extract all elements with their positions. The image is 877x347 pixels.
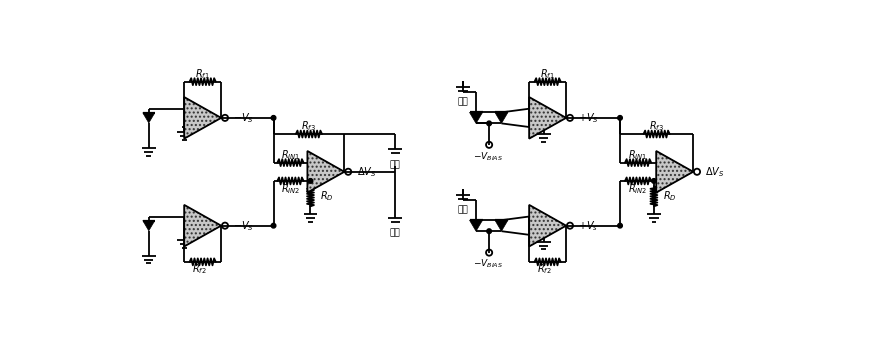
Circle shape	[308, 179, 313, 183]
Circle shape	[271, 223, 276, 228]
Text: $R_{f3}$: $R_{f3}$	[302, 119, 317, 133]
Text: $+ V_s$: $+ V_s$	[579, 219, 599, 232]
Text: $R_{f1}$: $R_{f1}$	[196, 67, 210, 81]
Circle shape	[487, 229, 491, 234]
Polygon shape	[529, 97, 567, 139]
Text: 接地: 接地	[458, 205, 468, 214]
Polygon shape	[143, 113, 154, 123]
Polygon shape	[308, 151, 345, 193]
Text: $R_{f2}$: $R_{f2}$	[192, 263, 207, 277]
Polygon shape	[184, 205, 221, 246]
Polygon shape	[495, 112, 508, 124]
Circle shape	[271, 116, 276, 120]
Text: $R_{IN2}$: $R_{IN2}$	[629, 182, 648, 195]
Text: $R_{f3}$: $R_{f3}$	[649, 119, 664, 133]
Text: $R_{IN2}$: $R_{IN2}$	[281, 182, 300, 195]
Text: 接地: 接地	[458, 98, 468, 107]
Circle shape	[617, 223, 623, 228]
Text: $\Delta V_S$: $\Delta V_S$	[705, 165, 725, 179]
Polygon shape	[529, 205, 567, 246]
Text: $+ V_S$: $+ V_S$	[579, 111, 599, 125]
Polygon shape	[495, 220, 508, 231]
Polygon shape	[184, 97, 221, 139]
Polygon shape	[469, 112, 482, 124]
Text: $R_{f1}$: $R_{f1}$	[540, 67, 555, 81]
Text: $− V_S$: $− V_S$	[233, 219, 254, 232]
Text: $R_D$: $R_D$	[663, 189, 677, 203]
Text: $\Delta V_S$: $\Delta V_S$	[357, 165, 376, 179]
Text: $R_D$: $R_D$	[320, 189, 333, 203]
Circle shape	[652, 179, 656, 183]
Text: $-V_{BIAS}$: $-V_{BIAS}$	[473, 258, 503, 270]
Text: $-V_{BIAS}$: $-V_{BIAS}$	[473, 150, 503, 163]
Text: $R_{f2}$: $R_{f2}$	[538, 263, 552, 277]
Text: 接地: 接地	[389, 160, 401, 169]
Circle shape	[617, 116, 623, 120]
Text: 接地: 接地	[389, 229, 401, 238]
Polygon shape	[656, 151, 693, 193]
Text: $R_{IN1}$: $R_{IN1}$	[281, 148, 300, 162]
Circle shape	[487, 121, 491, 126]
Polygon shape	[143, 221, 154, 231]
Text: $− V_S$: $− V_S$	[233, 111, 254, 125]
Polygon shape	[469, 220, 482, 231]
Text: $R_{IN1}$: $R_{IN1}$	[628, 148, 648, 162]
